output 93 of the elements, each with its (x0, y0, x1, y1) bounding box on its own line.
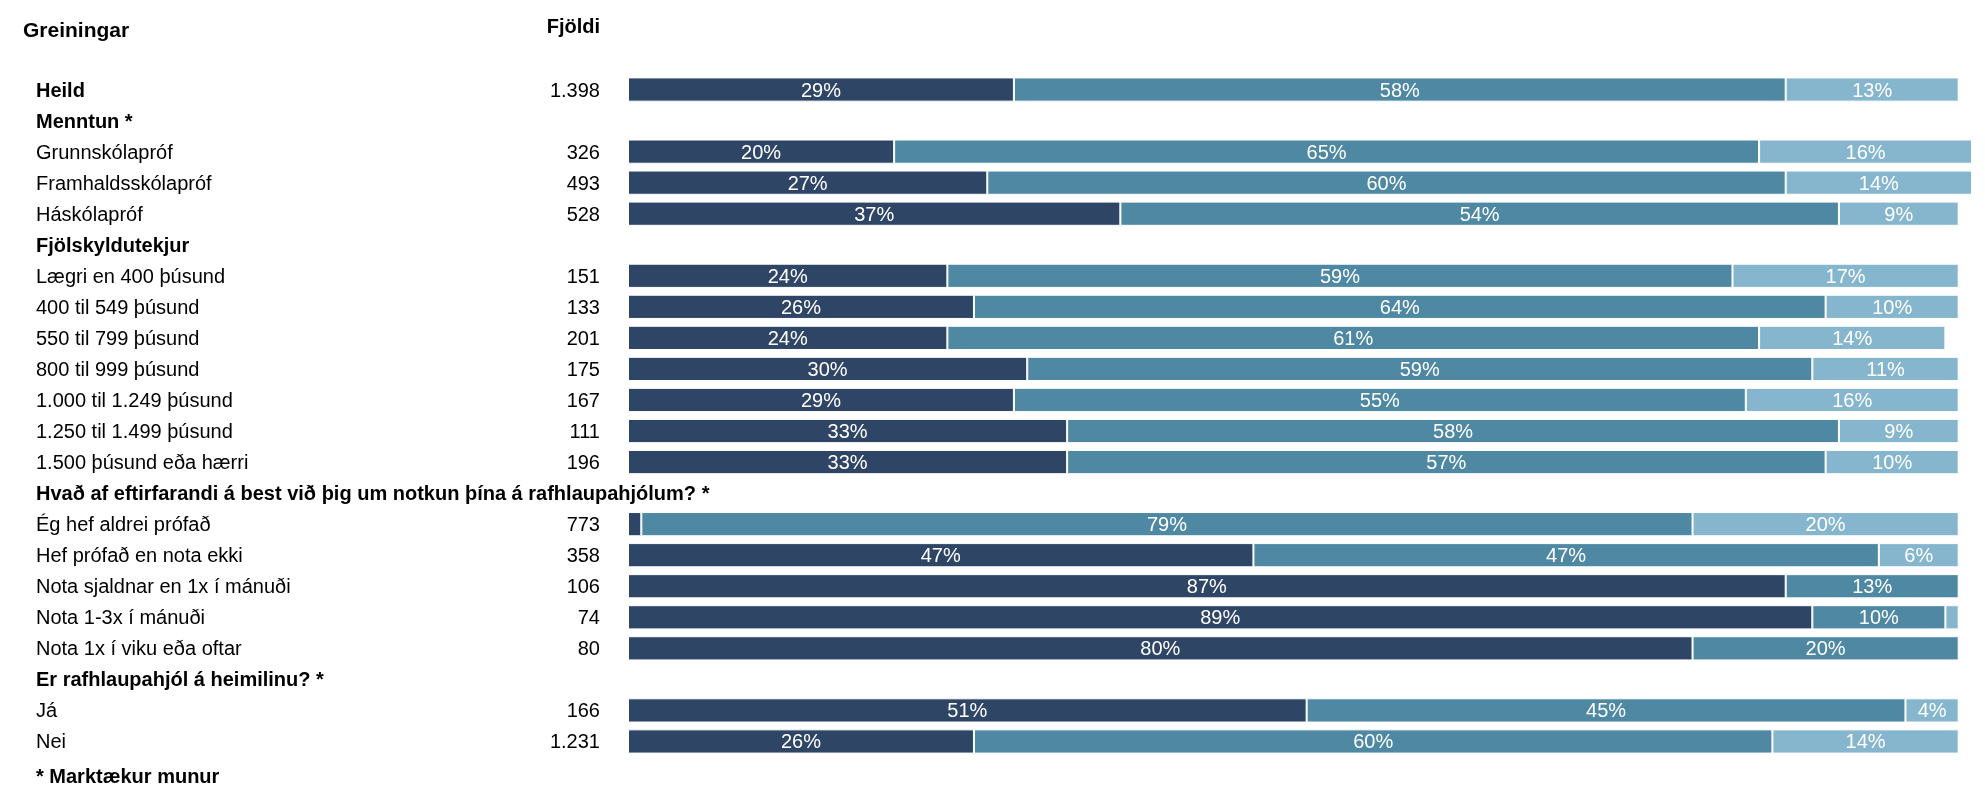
data-label: 4% (1917, 699, 1947, 722)
text: 151 (566, 264, 600, 287)
data-label: 51% (947, 699, 988, 722)
data-label: 10% (1872, 295, 1913, 318)
text: 133 (566, 295, 600, 318)
text: 167 (566, 388, 600, 411)
data-label: 58% (1433, 420, 1474, 443)
y-tick-label: Framhaldsskólapróf (36, 171, 213, 194)
data-label: 33% (827, 451, 868, 474)
data-label: 64% (1379, 295, 1421, 318)
data-label: 20% (741, 140, 782, 163)
y-tick-label: Nota 1-3x í mánuði (36, 606, 205, 629)
text: 326 (566, 140, 600, 163)
y-tick-label: 1.500 þúsund eða hærri (36, 451, 249, 474)
data-label: 27% (787, 171, 828, 194)
data-label: 60% (1353, 730, 1394, 753)
y-tick-label: 550 til 799 þúsund (36, 326, 200, 349)
data-label: 60% (1366, 171, 1407, 194)
data-label: 54% (1459, 202, 1500, 225)
data-label: 33% (827, 420, 868, 443)
data-label: 14% (1845, 730, 1886, 753)
data-label: 55% (1359, 388, 1401, 411)
text: 1.231 (549, 730, 600, 753)
text: 166 (566, 699, 600, 722)
data-label: 11% (1866, 357, 1905, 380)
y-tick-label: Menntun * (36, 109, 133, 132)
data-label: 9% (1884, 420, 1914, 443)
data-label: 26% (780, 295, 822, 318)
y-tick-label: Lægri en 400 þúsund (36, 264, 226, 287)
data-label: 29% (800, 78, 842, 101)
y-tick-label: 400 til 549 þúsund (36, 295, 200, 318)
text: 773 (566, 513, 600, 536)
y-tick-label: Hvað af eftirfarandi á best við þig um notkun þína á rafhlaupahjólum? * (36, 482, 710, 505)
y-tick-label: Ég hef aldrei prófað (36, 513, 211, 536)
data-label: 16% (1845, 140, 1886, 163)
data-label: 24% (767, 264, 808, 287)
data-label: 29% (800, 388, 842, 411)
text: 201 (566, 326, 600, 349)
text: 106 (566, 575, 600, 598)
data-label: 24% (767, 326, 808, 349)
text: Fjöldi (546, 15, 600, 37)
data-label: 61% (1333, 326, 1374, 349)
data-label: 47% (1546, 544, 1587, 567)
text: 175 (566, 357, 600, 380)
text: 111 (569, 420, 600, 443)
data-label: 65% (1306, 140, 1347, 163)
y-tick-label: Hef prófað en nota ekki (36, 544, 243, 567)
data-label: 20% (1805, 513, 1846, 536)
data-label: 58% (1379, 78, 1421, 101)
data-label: 20% (1805, 637, 1846, 660)
data-label: 37% (854, 202, 895, 225)
data-label: 6% (1904, 544, 1934, 567)
text: Greiningar (23, 18, 130, 41)
y-tick-label: Nei (36, 730, 67, 753)
data-label: 45% (1586, 699, 1627, 722)
y-tick-label: Nota sjaldnar en 1x í mánuði (36, 575, 291, 598)
y-tick-label: 800 til 999 þúsund (36, 357, 200, 380)
y-tick-label: Háskólapróf (36, 202, 144, 225)
y-tick-label: Er rafhlaupahjól á heimilinu? * (36, 668, 325, 691)
text: 528 (566, 202, 600, 225)
data-label: 10% (1872, 451, 1913, 474)
y-tick-label: Fjölskyldutekjur (36, 233, 190, 256)
data-label: 17% (1825, 264, 1866, 287)
data-label: 30% (807, 357, 848, 380)
text: 74 (577, 606, 600, 629)
data-label: 87% (1186, 575, 1228, 598)
data-label: 14% (1858, 171, 1900, 194)
text: 80 (577, 637, 600, 660)
data-label: 13% (1852, 78, 1893, 101)
data-label: 26% (780, 730, 822, 753)
y-tick-label: Já (36, 699, 58, 722)
y-tick-label: 1.000 til 1.249 þúsund (36, 388, 233, 411)
text: 493 (566, 171, 600, 194)
text: 196 (566, 451, 600, 474)
text: 1.398 (549, 78, 600, 101)
data-label: 59% (1319, 264, 1361, 287)
data-label: 13% (1852, 575, 1893, 598)
data-label: 9% (1884, 202, 1914, 225)
y-tick-label: Grunnskólapróf (36, 140, 174, 163)
data-label: 80% (1140, 637, 1181, 660)
data-label: 14% (1832, 326, 1873, 349)
data-label: 89% (1200, 606, 1241, 629)
data-label: 10% (1858, 606, 1900, 629)
data-label: 57% (1426, 451, 1467, 474)
y-tick-label: 1.250 til 1.499 þúsund (36, 420, 233, 443)
y-tick-label: Heild (36, 78, 85, 101)
y-tick-label: Nota 1x í viku eða oftar (36, 637, 242, 660)
data-label: 47% (920, 544, 961, 567)
data-label: 59% (1399, 357, 1440, 380)
text: * Marktækur munur (36, 765, 220, 787)
text: 358 (566, 544, 600, 567)
data-label: 79% (1146, 513, 1188, 536)
data-label: 16% (1832, 388, 1873, 411)
